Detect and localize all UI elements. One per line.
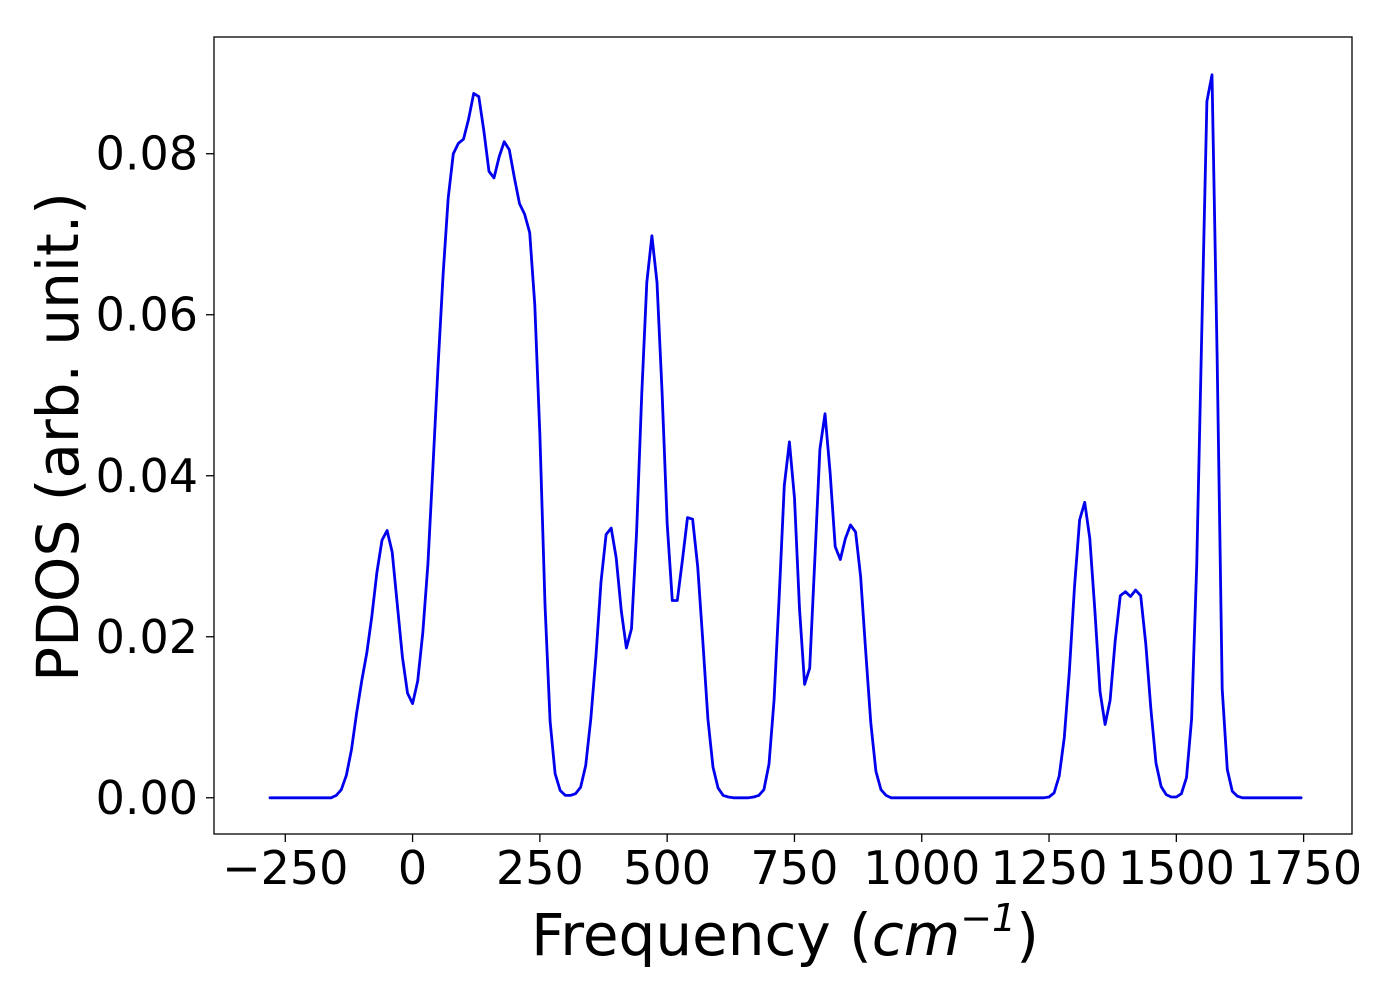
x-tick-label: −250 xyxy=(222,841,348,895)
x-tick-label: 1000 xyxy=(863,841,980,895)
y-tick-label: 0.04 xyxy=(96,449,198,503)
x-tick-label: 1500 xyxy=(1118,841,1235,895)
x-tick-label: 1750 xyxy=(1245,841,1362,895)
x-axis-title-close: ) xyxy=(1016,901,1039,969)
x-axis-title: Frequency (cm−1) xyxy=(531,896,1039,969)
plot-frame xyxy=(213,36,1353,835)
x-tick-label: 250 xyxy=(496,841,584,895)
x-tick-label: 1250 xyxy=(991,841,1108,895)
y-tick-label: 0.00 xyxy=(96,771,198,825)
x-axis-title-exponent: −1 xyxy=(960,896,1016,940)
x-tick-label: 0 xyxy=(398,841,427,895)
x-tick-label: 500 xyxy=(623,841,711,895)
y-axis-ticks: 0.00 0.02 0.04 0.06 0.08 xyxy=(96,127,214,825)
y-tick-label: 0.02 xyxy=(96,610,198,664)
pdos-series-line xyxy=(268,73,1303,800)
x-axis-ticks: −250 0 250 500 750 1000 1250 1500 1750 xyxy=(222,834,1362,895)
x-axis-title-math: cm xyxy=(872,901,960,969)
y-axis-title: PDOS (arb. unit.) xyxy=(24,192,92,682)
y-tick-label: 0.06 xyxy=(96,288,198,342)
x-axis-title-text: Frequency ( xyxy=(531,901,872,969)
x-tick-label: 750 xyxy=(751,841,839,895)
y-tick-label: 0.08 xyxy=(96,127,198,181)
